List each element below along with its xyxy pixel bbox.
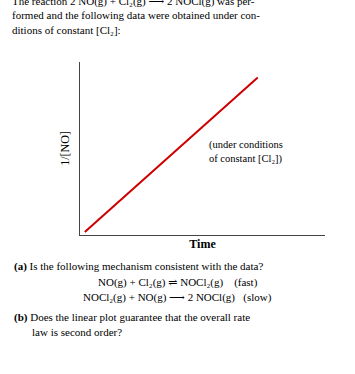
svg-text:(b) Does the linear plot guara: (b) Does the linear plot guarantee that … (14, 311, 250, 324)
svg-text:law is second order?: law is second order? (32, 326, 122, 338)
svg-text:(under conditionsof constant [: (under conditionsof constant [Cl₂]) (209, 139, 283, 165)
svg-text:Time: Time (189, 237, 216, 251)
svg-text:The reaction 2 NO(g) + Cl₂(g): The reaction 2 NO(g) + Cl₂(g) ⟶ 2 NOCl(g… (12, 0, 260, 36)
svg-text:NOCl₂(g) + NO(g) ⟶ 2 NOCl(g): NOCl₂(g) + NO(g) ⟶ 2 NOCl(g) (slow) (83, 291, 272, 304)
svg-text:1/[NO]: 1/[NO] (58, 131, 72, 166)
svg-text:(a) Is the following mechanism: (a) Is the following mechanism consisten… (14, 260, 263, 273)
svg-text:NO(g) + Cl₂(g) ⇌ NOCl₂(g) (: NO(g) + Cl₂(g) ⇌ NOCl₂(g) (fast) (98, 276, 258, 289)
